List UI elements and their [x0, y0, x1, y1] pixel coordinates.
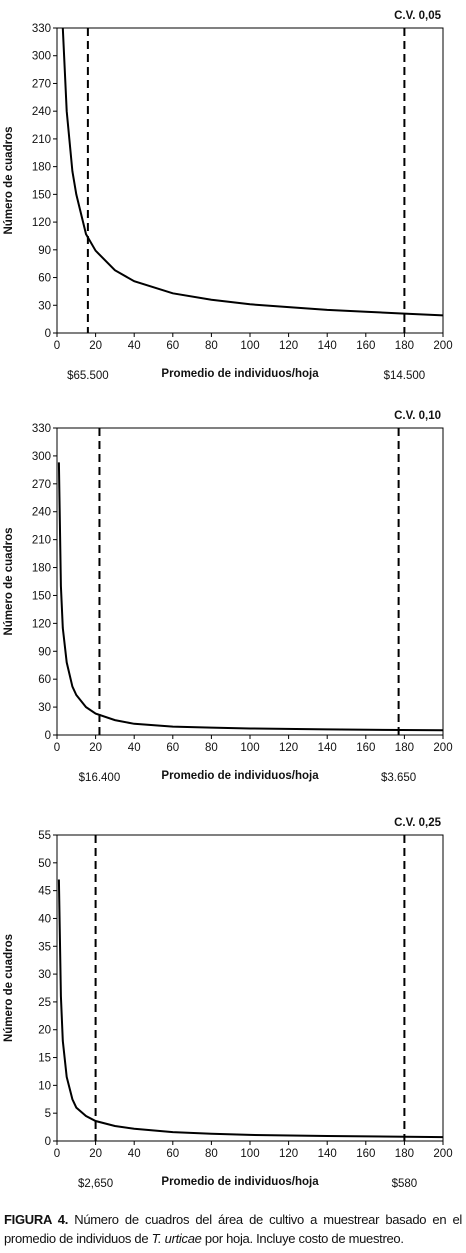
x-tick-label: 0	[54, 742, 60, 754]
y-tick-label: 90	[38, 245, 51, 257]
data-line	[57, 879, 444, 1139]
y-axis-label: Número de cuadros	[3, 528, 15, 636]
x-tick-label: 200	[433, 742, 452, 754]
y-tick-label: 270	[32, 479, 51, 491]
y-tick-label: 180	[32, 162, 51, 174]
caption-label: FIGURA 4.	[4, 1212, 69, 1227]
plot-frame	[56, 27, 444, 334]
y-tick-label: 40	[38, 913, 51, 925]
x-tick-label: 60	[166, 1148, 179, 1160]
y-tick-label: 120	[32, 217, 51, 229]
y-tick-label: 240	[32, 507, 51, 519]
x-tick-label: 20	[89, 742, 102, 754]
cost-label: $16.400	[79, 772, 121, 784]
x-tick-label: 0	[54, 340, 60, 352]
x-tick-label: 80	[205, 1148, 218, 1160]
y-tick-label: 30	[38, 969, 51, 981]
chart-title: C.V. 0,05	[394, 10, 441, 22]
x-tick-label: 40	[128, 340, 141, 352]
y-tick-label: 210	[32, 535, 51, 547]
y-tick-label: 150	[32, 590, 51, 602]
x-tick-label: 140	[318, 340, 337, 352]
y-tick-label: 300	[32, 451, 51, 463]
y-tick-label: 150	[32, 189, 51, 201]
plot-frame	[56, 427, 444, 736]
x-tick-label: 160	[356, 340, 375, 352]
x-tick-label: 20	[89, 1148, 102, 1160]
caption-text: Número de cuadros del área de cultivo a …	[74, 1212, 463, 1227]
caption-text: promedio de individuos de	[4, 1231, 149, 1246]
y-tick-label: 270	[32, 78, 51, 90]
x-tick-label: 120	[279, 340, 298, 352]
x-tick-label: 40	[128, 1148, 141, 1160]
cost-label: $580	[392, 1178, 418, 1190]
x-tick-label: 160	[356, 1148, 375, 1160]
y-tick-label: 45	[38, 886, 51, 898]
x-tick-label: 60	[166, 742, 179, 754]
x-tick-label: 120	[279, 742, 298, 754]
x-axis-label: Promedio de individuos/hoja	[161, 770, 319, 782]
caption-species: T. urticae	[151, 1231, 202, 1246]
y-tick-label: 50	[38, 858, 51, 870]
cost-label: $14.500	[384, 370, 426, 382]
y-tick-label: 35	[38, 941, 51, 953]
x-axis-label: Promedio de individuos/hoja	[161, 1176, 319, 1188]
y-tick-label: 210	[32, 134, 51, 146]
y-tick-label: 60	[38, 273, 51, 285]
x-tick-label: 20	[89, 340, 102, 352]
x-tick-label: 180	[395, 1148, 414, 1160]
x-tick-label: 140	[318, 742, 337, 754]
y-tick-label: 55	[38, 830, 51, 842]
x-tick-label: 80	[205, 340, 218, 352]
x-tick-label: 0	[54, 1148, 60, 1160]
y-tick-label: 60	[38, 674, 51, 686]
y-tick-label: 180	[32, 563, 51, 575]
charts: C.V. 0,050306090120150180210240270300330…	[3, 10, 453, 1190]
plot-frame	[56, 834, 444, 1142]
x-tick-label: 80	[205, 742, 218, 754]
data-line	[61, 27, 444, 317]
y-tick-label: 330	[32, 23, 51, 35]
y-tick-label: 5	[45, 1108, 51, 1120]
y-tick-label: 90	[38, 646, 51, 658]
y-tick-label: 15	[38, 1053, 51, 1065]
x-tick-label: 60	[166, 340, 179, 352]
x-tick-label: 180	[395, 340, 414, 352]
cost-label: $2,650	[78, 1178, 113, 1190]
chart-title: C.V. 0,10	[394, 410, 441, 422]
y-axis-label: Número de cuadros	[3, 934, 15, 1042]
y-axis-label: Número de cuadros	[3, 127, 15, 235]
y-tick-label: 120	[32, 618, 51, 630]
x-tick-label: 120	[279, 1148, 298, 1160]
y-tick-label: 0	[45, 1136, 51, 1148]
caption-text: por hoja. Incluye costo de muestreo.	[204, 1231, 404, 1246]
x-tick-label: 40	[128, 742, 141, 754]
y-tick-label: 240	[32, 106, 51, 118]
cost-label: $3.650	[381, 772, 416, 784]
x-tick-label: 100	[240, 742, 259, 754]
x-tick-label: 180	[395, 742, 414, 754]
cost-label: $65.500	[67, 370, 109, 382]
y-tick-label: 30	[38, 300, 51, 312]
x-tick-label: 100	[240, 340, 259, 352]
y-tick-label: 30	[38, 702, 51, 714]
x-tick-label: 200	[433, 340, 452, 352]
y-tick-label: 300	[32, 51, 51, 63]
y-tick-label: 0	[45, 328, 51, 340]
y-tick-label: 25	[38, 997, 51, 1009]
y-tick-label: 10	[38, 1080, 51, 1092]
caption: FIGURA 4. Número de cuadros del área de …	[4, 1210, 462, 1248]
chart-title: C.V. 0,25	[394, 817, 441, 829]
y-tick-label: 0	[45, 730, 51, 742]
x-tick-label: 100	[240, 1148, 259, 1160]
x-tick-label: 140	[318, 1148, 337, 1160]
x-axis-label: Promedio de individuos/hoja	[161, 368, 319, 380]
y-tick-label: 330	[32, 423, 51, 435]
x-tick-label: 200	[433, 1148, 452, 1160]
data-line	[57, 462, 444, 732]
x-tick-label: 160	[356, 742, 375, 754]
y-tick-label: 20	[38, 1025, 51, 1037]
